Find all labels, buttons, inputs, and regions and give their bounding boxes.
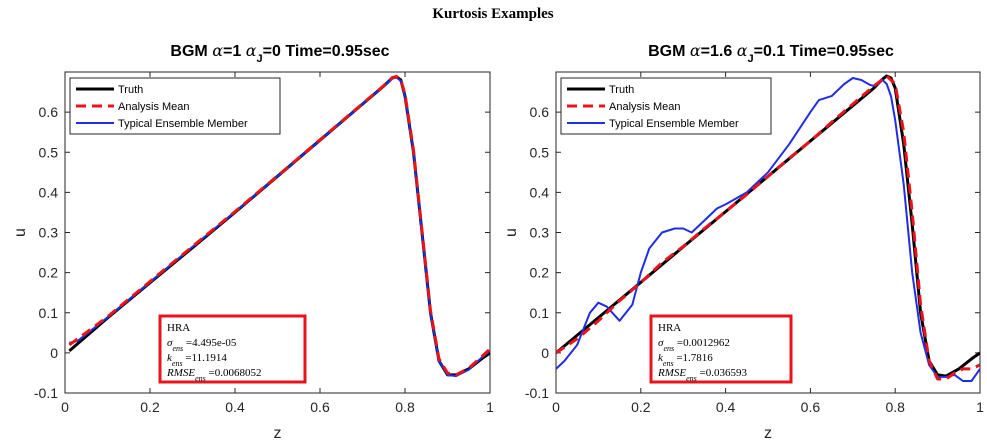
rmse-row-value: =0.0068052 [206,367,262,379]
kappa-row-symbol: k [167,352,173,364]
rmse-row: RMSEens =0.036593 [657,367,747,383]
rmse-row-subscript: ens [686,374,697,383]
legend-label: Truth [609,84,634,96]
stats-label: HRA [167,322,190,334]
sigma-row-subscript: ens [663,344,674,353]
stats-label: HRA [658,322,681,334]
x-tick-label: 0.6 [801,399,821,415]
y-tick-label: 0 [50,345,58,361]
y-tick-label: 0.3 [39,225,59,241]
series-line-analysis-mean [556,74,980,381]
y-tick-label: 0.2 [39,265,59,281]
stats-box-border [158,314,307,384]
x-tick-label: 0 [552,399,560,415]
sigma-row: σens =0.0012962 [658,337,730,353]
alpha-j-value: =0.1 Time=0.95sec [754,43,894,60]
sigma-row-value: =0.0012962 [674,337,730,349]
rmse-row-value: =0.036593 [697,367,748,379]
y-tick-label: 0.1 [530,305,550,321]
alpha-value: =1 [223,43,246,60]
y-tick-label: 0.3 [530,225,550,241]
kappa-row-subscript: ens [663,359,674,368]
y-tick-label: 0.4 [39,184,59,200]
legend-label: Analysis Mean [609,101,681,113]
right-chart-panel: BGM α=1.6 αJ=0.1 Time=0.95sec-0.100.10.2… [503,41,984,442]
x-tick-label: 0.6 [310,399,330,415]
alpha-symbol: α [212,41,223,60]
legend-label: Truth [118,84,143,96]
alpha-j-symbol: α [737,41,748,60]
y-tick-label: 0.6 [39,104,59,120]
title-prefix: BGM [648,43,690,60]
rmse-row-symbol: RMSE [657,367,686,379]
sigma-row-value: =4.495e-05 [183,337,237,349]
legend-label: Analysis Mean [118,101,190,113]
series-line-typical-ensemble-member [556,77,980,382]
legend-label: Typical Ensemble Member [118,118,248,130]
kappa-row-value: =1.7816 [674,352,714,364]
x-axis-label: z [764,425,772,442]
alpha-j-subscript: J [748,53,754,65]
y-tick-label: -0.1 [525,385,549,401]
x-tick-label: 0.4 [716,399,736,415]
sigma-row: σens =4.495e-05 [167,337,237,353]
sigma-row-subscript: ens [172,344,183,353]
x-tick-label: 1 [976,399,984,415]
y-tick-label: 0.4 [530,184,550,200]
left-legend: Truth Analysis Mean Typical Ensemble Membe… [69,77,281,135]
series-line-analysis-mean [68,74,490,377]
alpha-j-subscript: J [257,53,263,65]
y-axis-label: u [503,228,520,237]
title-prefix: BGM [170,43,212,60]
rmse-row-symbol: RMSE [166,367,195,379]
rmse-row: RMSEens =0.0068052 [166,367,262,383]
alpha-j-value: =0 Time=0.95sec [263,43,390,60]
kappa-row-subscript: ens [172,359,183,368]
y-tick-label: 0.5 [530,144,550,160]
x-axis-label: z [274,425,282,442]
x-tick-label: 1 [486,399,494,415]
x-tick-label: 0.2 [631,399,651,415]
alpha-symbol: α [690,41,701,60]
right-chart-title: BGM α=1.6 αJ=0.1 Time=0.95sec [648,41,894,65]
y-tick-label: -0.1 [34,385,58,401]
alpha-j-symbol: α [246,41,257,60]
y-axis-label: u [12,228,29,237]
kappa-row: kens =1.7816 [658,352,713,368]
kappa-row: kens =11.1914 [167,352,227,368]
x-tick-label: 0.8 [885,399,905,415]
rmse-row-subscript: ens [195,374,206,383]
left-chart-title: BGM α=1 αJ=0 Time=0.95sec [170,41,389,65]
right-legend: Truth Analysis Mean Typical Ensemble Membe… [560,77,772,135]
figure-title: Kurtosis Examples [432,6,553,22]
x-tick-label: 0.8 [395,399,415,415]
x-tick-label: 0.4 [225,399,245,415]
x-tick-label: 0 [61,399,69,415]
sigma-row-symbol: σ [658,337,664,349]
stats-box-border [649,314,793,384]
y-tick-label: 0.2 [530,265,550,281]
alpha-value: =1.6 [701,43,737,60]
kappa-row-value: =11.1914 [183,352,228,364]
left-chart-panel: BGM α=1 αJ=0 Time=0.95sec-0.100.10.20.30… [12,41,494,442]
x-tick-label: 0.2 [140,399,160,415]
legend-box [69,77,281,135]
y-tick-label: 0.6 [530,104,550,120]
sigma-row-symbol: σ [167,337,173,349]
kappa-row-symbol: k [658,352,664,364]
y-tick-label: 0.5 [39,144,59,160]
legend-box [560,77,772,135]
legend-label: Typical Ensemble Member [609,118,739,130]
y-tick-label: 0 [541,345,549,361]
y-tick-label: 0.1 [39,305,59,321]
